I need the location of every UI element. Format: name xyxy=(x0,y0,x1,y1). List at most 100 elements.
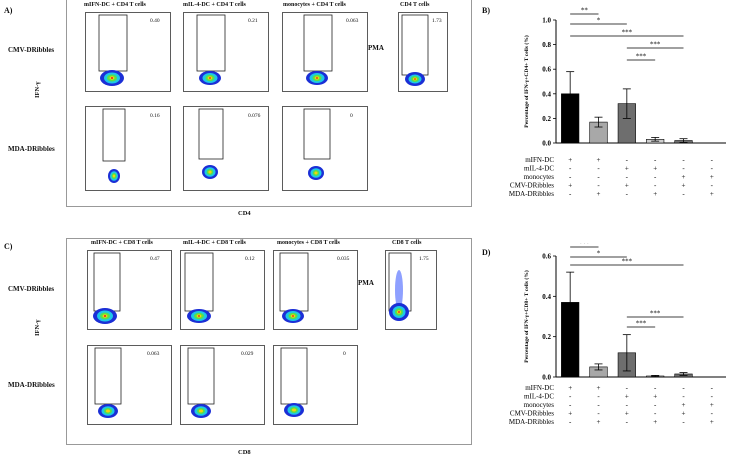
percentage-label: 1.73 xyxy=(432,18,442,24)
condition-mark: + xyxy=(625,165,629,173)
condition-mark: - xyxy=(654,156,657,164)
percentage-label: 0.029 xyxy=(241,351,253,357)
condition-mark: + xyxy=(568,384,572,392)
panel-c-col-title: CD8 T cells xyxy=(392,240,421,246)
panel-a-y-label: IFN-γ xyxy=(34,82,41,98)
condition-mark: + xyxy=(597,418,601,426)
condition-mark: - xyxy=(654,384,657,392)
flow-plot xyxy=(183,12,269,92)
condition-mark: - xyxy=(597,410,600,418)
significance-label: *** xyxy=(650,41,661,49)
condition-mark: - xyxy=(569,173,572,181)
condition-mark: + xyxy=(710,401,714,409)
panel-a-col-title: monocytes + CD4 T cells xyxy=(283,2,346,8)
condition-mark: - xyxy=(597,173,600,181)
panel-a-row-label: MDA-DRibbles xyxy=(8,145,55,153)
condition-mark: - xyxy=(682,393,685,401)
percentage-label: 0.47 xyxy=(150,256,160,262)
condition-mark: - xyxy=(711,156,714,164)
significance-label: ** xyxy=(581,7,589,15)
percentage-label: 0 xyxy=(343,351,346,357)
condition-mark: + xyxy=(653,165,657,173)
significance-label: *** xyxy=(636,320,647,328)
flow-plot xyxy=(87,250,172,330)
panel-a-row-label: CMV-DRibbles xyxy=(8,46,54,54)
condition-mark: + xyxy=(682,410,686,418)
significance-label: *** xyxy=(579,243,590,248)
flow-plot xyxy=(273,250,358,330)
flow-plot xyxy=(398,12,448,92)
condition-mark: - xyxy=(569,393,572,401)
condition-mark: + xyxy=(568,156,572,164)
condition-mark: + xyxy=(653,418,657,426)
condition-mark: + xyxy=(568,410,572,418)
condition-mark: - xyxy=(569,418,572,426)
panel-c-col-title: monocytes + CD8 T cells xyxy=(277,240,340,246)
flow-plot xyxy=(385,250,437,330)
condition-mark: + xyxy=(625,393,629,401)
condition-mark: - xyxy=(569,190,572,198)
condition-mark: - xyxy=(654,182,657,190)
condition-mark: + xyxy=(682,401,686,409)
condition-label: mIFN-DC xyxy=(525,156,554,164)
percentage-label: 0 xyxy=(350,113,353,119)
panel-a-col-title: mIL-4-DC + CD4 T cells xyxy=(183,2,246,8)
flow-plot xyxy=(87,345,172,425)
y-axis-label: Percentage of IFN-γ+CD4+ T cells (%) xyxy=(523,35,530,128)
y-tick-label: 0.0 xyxy=(542,140,551,148)
condition-mark: - xyxy=(626,156,629,164)
condition-mark: - xyxy=(626,384,629,392)
significance-label: *** xyxy=(622,258,633,266)
flow-plot xyxy=(180,250,265,330)
percentage-label: 1.75 xyxy=(419,256,429,262)
flow-plot xyxy=(282,106,368,191)
condition-label: CMV-DRibbles xyxy=(510,182,554,190)
condition-mark: - xyxy=(597,165,600,173)
y-tick-label: 0.6 xyxy=(542,66,551,74)
condition-mark: - xyxy=(682,418,685,426)
significance-label: *** xyxy=(636,53,647,61)
condition-mark: - xyxy=(682,156,685,164)
condition-mark: + xyxy=(568,182,572,190)
y-tick-label: 0.2 xyxy=(542,115,551,123)
condition-mark: - xyxy=(654,173,657,181)
flow-plot xyxy=(85,12,171,92)
significance-label: *** xyxy=(650,310,661,318)
condition-mark: - xyxy=(682,384,685,392)
y-tick-label: 1.0 xyxy=(542,17,551,25)
flow-plot xyxy=(180,345,265,425)
condition-mark: + xyxy=(682,182,686,190)
condition-label: MDA-DRibbles xyxy=(509,190,554,198)
percentage-label: 0.035 xyxy=(337,256,349,262)
percentage-label: 0.16 xyxy=(150,113,160,119)
panel-c-x-label: CD8 xyxy=(238,449,251,456)
condition-mark: - xyxy=(711,393,714,401)
panel-c-col-title: mIL-4-DC + CD8 T cells xyxy=(183,240,246,246)
condition-mark: + xyxy=(597,190,601,198)
panel-a-pma-label: PMA xyxy=(368,44,384,52)
condition-mark: - xyxy=(626,173,629,181)
y-tick-label: 0.0 xyxy=(542,374,551,382)
significance-label: * xyxy=(597,17,601,25)
y-tick-label: 0.4 xyxy=(542,90,551,98)
condition-mark: - xyxy=(597,182,600,190)
condition-mark: + xyxy=(710,418,714,426)
panel-c-y-label: IFN-γ xyxy=(34,320,41,336)
panel-c-row-label: CMV-DRibbles xyxy=(8,285,54,293)
condition-mark: - xyxy=(711,384,714,392)
condition-label: mIFN-DC xyxy=(525,384,554,392)
panel-c-row-label: MDA-DRibbles xyxy=(8,381,55,389)
condition-mark: - xyxy=(626,401,629,409)
significance-label: * xyxy=(597,250,601,258)
condition-mark: - xyxy=(654,410,657,418)
condition-mark: + xyxy=(710,190,714,198)
percentage-label: 0.076 xyxy=(248,113,260,119)
condition-mark: + xyxy=(682,173,686,181)
y-tick-label: 0.2 xyxy=(542,333,551,341)
percentage-label: 0.063 xyxy=(147,351,159,357)
condition-mark: - xyxy=(711,410,714,418)
condition-label: MDA-DRibbles xyxy=(509,418,554,426)
condition-label: CMV-DRibbles xyxy=(510,410,554,418)
